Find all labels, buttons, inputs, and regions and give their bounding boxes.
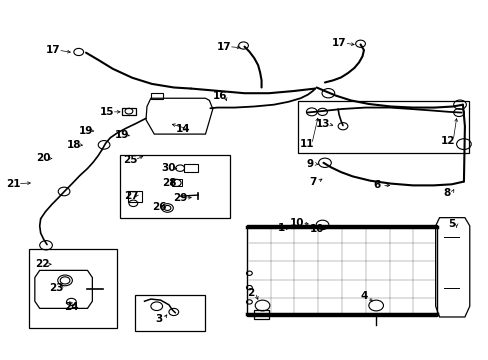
Text: 10: 10	[309, 224, 323, 234]
Text: 16: 16	[212, 91, 227, 101]
Bar	[120, 155, 229, 218]
Text: 21: 21	[6, 179, 20, 189]
Text: 25: 25	[122, 155, 137, 165]
Text: 14: 14	[176, 124, 190, 134]
Bar	[128, 191, 142, 202]
Text: 2: 2	[246, 288, 253, 298]
Bar	[151, 93, 163, 99]
Bar	[135, 296, 205, 331]
Text: 19: 19	[114, 130, 128, 140]
Text: 29: 29	[173, 193, 187, 203]
Text: 20: 20	[36, 153, 51, 163]
Text: 17: 17	[331, 38, 346, 48]
Bar	[246, 225, 436, 316]
Text: 19: 19	[79, 126, 93, 135]
Text: 22: 22	[35, 259, 49, 269]
Text: 18: 18	[66, 140, 81, 150]
Text: 26: 26	[152, 202, 166, 212]
Text: 24: 24	[64, 302, 79, 312]
Text: 17: 17	[46, 45, 61, 55]
Text: 3: 3	[155, 314, 163, 324]
Text: 4: 4	[360, 291, 367, 301]
Bar	[29, 249, 117, 328]
Bar	[183, 164, 198, 172]
Text: 1: 1	[277, 224, 284, 233]
Text: 7: 7	[308, 177, 316, 187]
Text: 15: 15	[100, 107, 114, 117]
Bar	[298, 101, 468, 153]
Text: 30: 30	[162, 163, 176, 173]
Bar	[122, 108, 136, 116]
Text: 9: 9	[306, 159, 313, 169]
Text: 10: 10	[289, 218, 304, 228]
Text: 23: 23	[49, 283, 64, 293]
Text: 28: 28	[162, 177, 176, 188]
Text: 11: 11	[299, 139, 313, 149]
Text: 17: 17	[216, 42, 231, 51]
Text: 12: 12	[440, 136, 455, 145]
Bar	[172, 179, 182, 186]
Bar	[254, 310, 268, 319]
Text: 5: 5	[447, 220, 454, 229]
Text: 27: 27	[124, 191, 139, 201]
Text: 6: 6	[373, 180, 380, 190]
Text: 8: 8	[443, 188, 450, 198]
Text: 13: 13	[316, 119, 330, 129]
